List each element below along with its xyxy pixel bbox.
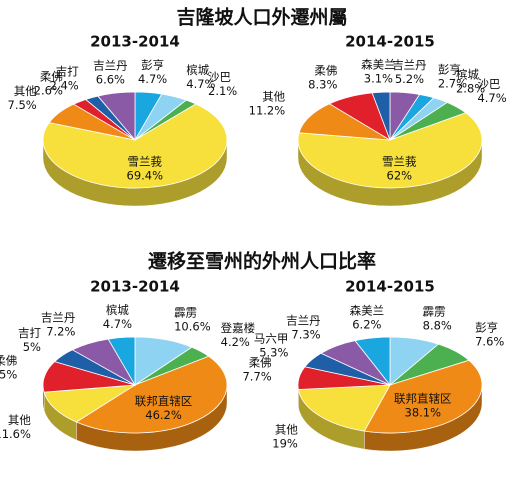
slice-label: 吉打: [18, 326, 41, 340]
value-label: 7.5%: [8, 98, 37, 112]
slice-label: 其他: [262, 89, 285, 103]
value-label: 62%: [387, 169, 413, 183]
slice-label: 其他: [275, 422, 298, 436]
slice-label: 霹雳: [174, 306, 197, 320]
slice-label: 吉兰丹: [286, 314, 321, 328]
slice-label: 彭亨: [475, 321, 498, 335]
slice-label: 联邦直辖区: [394, 392, 452, 406]
slice-label: 沙巴: [477, 77, 500, 91]
chart-title: 2014-2015: [345, 33, 435, 51]
slice-label: 沙巴: [208, 70, 231, 84]
value-label: 6.6%: [96, 72, 125, 86]
value-label: 19%: [272, 436, 298, 450]
chart-title: 2014-2015: [345, 278, 435, 296]
slice-label: 雪兰莪: [128, 154, 163, 168]
slice-label: 彭亨: [141, 58, 164, 72]
value-label: 7.2%: [46, 324, 75, 338]
value-label: 4.7%: [103, 317, 132, 331]
slice-label: 吉打: [56, 64, 79, 78]
slice-label: 槟城: [186, 63, 209, 77]
value-label: 38.1%: [405, 406, 442, 420]
slice-label: 霹雳: [423, 304, 446, 318]
chart-title: 2013-2014: [90, 278, 180, 296]
value-label: 69.4%: [127, 168, 164, 182]
slice-label: 登嘉楼: [221, 321, 256, 335]
chart-title: 2013-2014: [90, 33, 180, 51]
value-label: 5%: [23, 340, 41, 354]
value-label: 4.7%: [138, 72, 167, 86]
heading: 遷移至雪州的外州人口比率: [148, 250, 376, 273]
value-label: 10.5%: [0, 367, 17, 381]
slice-label: 吉兰丹: [93, 58, 128, 72]
value-label: 11.2%: [249, 103, 286, 117]
slice-label: 柔佛: [314, 63, 337, 77]
slice-label: 森美兰: [361, 57, 396, 71]
value-label: 7.3%: [291, 328, 320, 342]
slice-label: 联邦直辖区: [135, 394, 193, 408]
value-label: 4.7%: [477, 91, 506, 105]
slice-label: 马六甲: [254, 332, 289, 346]
slice-label: 槟城: [456, 67, 479, 81]
value-label: 6.2%: [352, 317, 381, 331]
value-label: 4.2%: [221, 335, 250, 349]
heading: 吉隆坡人口外遷州屬: [176, 6, 347, 29]
value-label: 7.6%: [475, 335, 504, 349]
value-label: 8.8%: [423, 318, 452, 332]
slice-label: 槟城: [106, 303, 129, 317]
value-label: 10.6%: [174, 320, 211, 334]
value-label: 5.2%: [395, 72, 424, 86]
value-label: 7.7%: [242, 369, 271, 383]
slice-label: 森美兰: [350, 303, 385, 317]
slice-label: 其他: [8, 413, 31, 427]
value-label: 46.2%: [145, 408, 182, 422]
value-label: 3.1%: [364, 71, 393, 85]
value-label: 8.3%: [308, 77, 337, 91]
slice-label: 吉兰丹: [392, 58, 427, 72]
slice-label: 雪兰莪: [382, 155, 417, 169]
value-label: 2.4%: [49, 78, 78, 92]
slice-label: 吉兰丹: [41, 310, 76, 324]
value-label: 11.6%: [0, 427, 31, 441]
value-label: 2.1%: [208, 84, 237, 98]
slice-label: 柔佛: [0, 353, 17, 367]
value-label: 5.3%: [259, 346, 288, 360]
